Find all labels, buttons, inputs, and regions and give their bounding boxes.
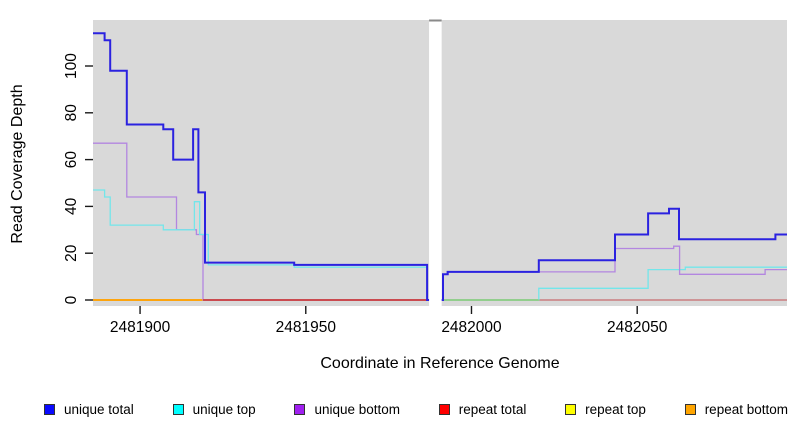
- legend-label: unique top: [192, 401, 256, 417]
- y-tick-label: 80: [63, 104, 80, 122]
- legend-item: unique total: [44, 402, 134, 417]
- legend-item: unique top: [172, 401, 256, 417]
- series-unique-top: [93, 189, 787, 301]
- y-axis-title: Read Coverage Depth: [9, 84, 26, 244]
- plot-area: 2481900 2481950 2482000 2482050 0 20 40 60 80 100: [63, 10, 787, 336]
- x-tick-label: 2482000: [441, 319, 502, 336]
- legend-label: repeat total: [458, 401, 527, 417]
- y-tick-label: 40: [63, 197, 80, 215]
- no-data-gap: [429, 10, 442, 306]
- legend-swatch-icon: [172, 403, 184, 415]
- legend-swatch-icon: [438, 403, 450, 415]
- legend-label: repeat top: [585, 401, 646, 417]
- legend-label: unique bottom: [314, 401, 400, 417]
- y-tick-label: 20: [63, 244, 80, 262]
- y-tick-label: 100: [63, 53, 80, 79]
- legend: unique total unique top unique bottom repea…: [44, 398, 788, 420]
- legend-item: repeat top: [565, 402, 646, 417]
- x-tick-label: 2482050: [607, 319, 668, 336]
- legend-swatch-icon: [44, 403, 55, 415]
- legend-label: unique total: [64, 401, 134, 417]
- y-tick-label: 0: [63, 295, 80, 304]
- legend-swatch-icon: [565, 403, 577, 415]
- legend-swatch-icon: [684, 403, 696, 415]
- legend-swatch-icon: [294, 403, 306, 415]
- x-axis-title: Coordinate in Reference Genome: [320, 355, 560, 372]
- legend-label: repeat bottom: [704, 401, 788, 417]
- x-tick-label: 2481900: [110, 319, 171, 336]
- y-tick-label: 60: [63, 151, 80, 169]
- legend-item: repeat total: [438, 401, 527, 417]
- legend-item: repeat bottom: [684, 401, 788, 417]
- x-tick-label: 2481950: [276, 319, 337, 336]
- legend-item: unique bottom: [294, 402, 400, 417]
- series-unique-total: [93, 32, 787, 301]
